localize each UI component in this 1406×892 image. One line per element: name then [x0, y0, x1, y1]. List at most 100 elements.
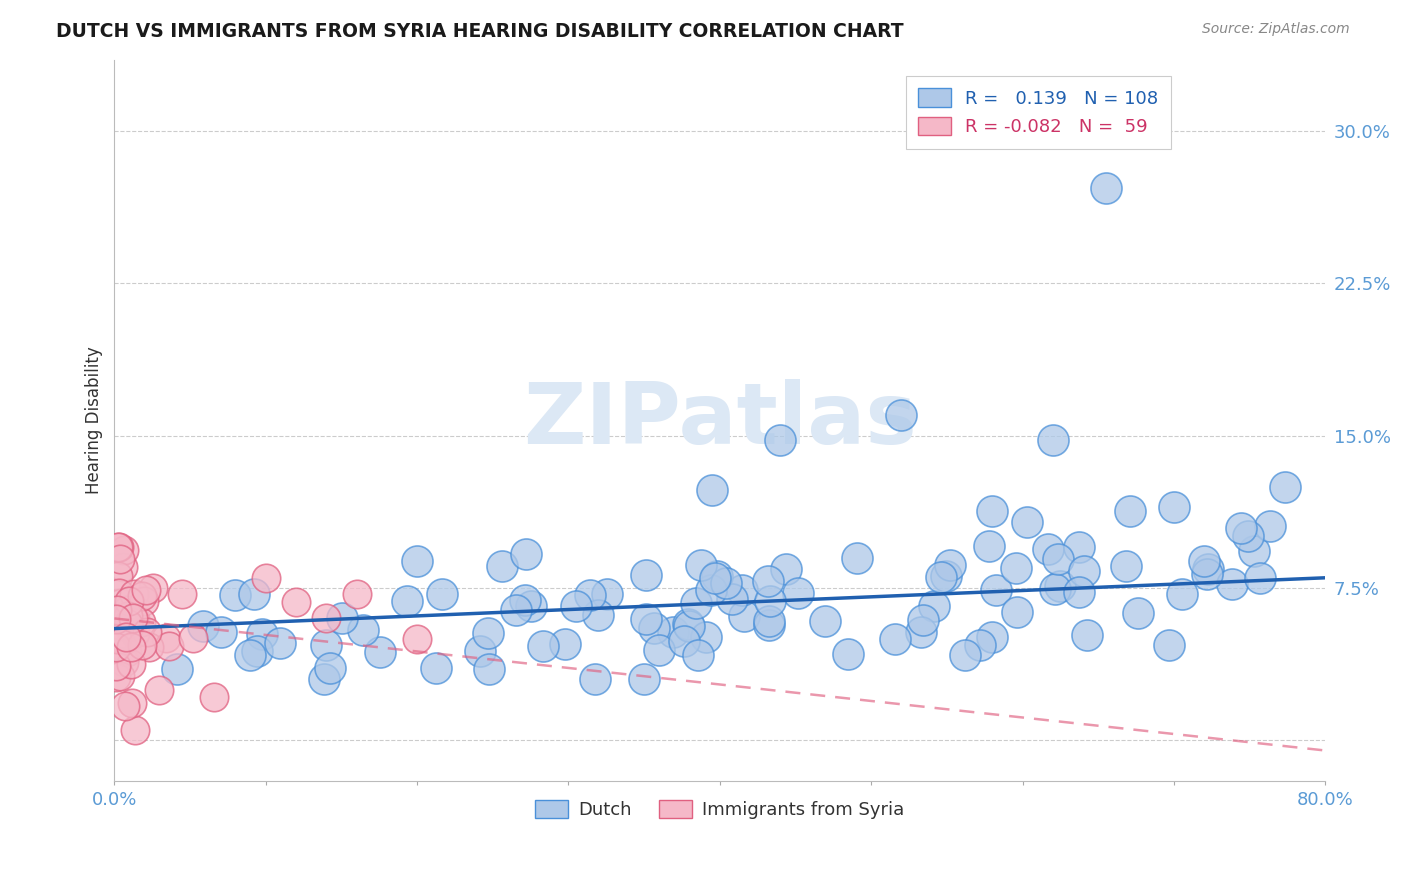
Point [769, 433, 792, 447]
Point [1243, 544, 1265, 558]
Point [678, 619, 700, 633]
Point [704, 571, 727, 585]
Point [1163, 500, 1185, 514]
Point [531, 639, 554, 653]
Point [596, 587, 619, 601]
Point [246, 644, 269, 658]
Point [884, 632, 907, 647]
Point [117, 594, 139, 608]
Point [129, 615, 152, 629]
Point [104, 609, 127, 624]
Point [733, 608, 755, 623]
Point [1049, 579, 1071, 593]
Point [209, 624, 232, 639]
Point [250, 627, 273, 641]
Point [814, 614, 837, 628]
Point [138, 640, 160, 654]
Point [633, 673, 655, 687]
Point [689, 558, 711, 573]
Point [845, 550, 868, 565]
Point [1260, 519, 1282, 533]
Point [134, 594, 156, 608]
Point [148, 682, 170, 697]
Point [166, 662, 188, 676]
Point [110, 669, 132, 683]
Point [1036, 542, 1059, 557]
Point [425, 660, 447, 674]
Point [702, 483, 724, 498]
Point [924, 599, 946, 613]
Point [142, 581, 165, 595]
Point [239, 648, 262, 662]
Point [124, 626, 146, 640]
Point [131, 589, 153, 603]
Point [112, 632, 135, 647]
Point [115, 629, 138, 643]
Point [1195, 566, 1218, 581]
Point [117, 616, 139, 631]
Point [685, 596, 707, 610]
Point [406, 632, 429, 646]
Point [1192, 554, 1215, 568]
Point [315, 638, 337, 652]
Point [368, 645, 391, 659]
Point [120, 657, 142, 671]
Point [910, 624, 932, 639]
Point [105, 632, 128, 647]
Point [929, 570, 952, 584]
Point [112, 560, 135, 574]
Point [955, 648, 977, 663]
Point [837, 647, 859, 661]
Point [911, 613, 934, 627]
Point [758, 614, 780, 628]
Point [981, 504, 1004, 518]
Point [676, 616, 699, 631]
Point [1015, 515, 1038, 529]
Point [330, 611, 353, 625]
Point [157, 639, 180, 653]
Point [224, 588, 246, 602]
Point [115, 603, 138, 617]
Point [121, 696, 143, 710]
Point [1069, 585, 1091, 599]
Point [107, 541, 129, 555]
Point [117, 609, 139, 624]
Point [115, 630, 138, 644]
Point [643, 621, 665, 635]
Point [1042, 433, 1064, 447]
Point [979, 540, 1001, 554]
Point [114, 698, 136, 713]
Point [1274, 480, 1296, 494]
Point [430, 587, 453, 601]
Point [105, 603, 128, 617]
Point [1076, 628, 1098, 642]
Point [204, 690, 226, 705]
Point [634, 567, 657, 582]
Point [1220, 576, 1243, 591]
Point [731, 582, 754, 597]
Point [131, 638, 153, 652]
Point [183, 631, 205, 645]
Point [515, 592, 537, 607]
Point [104, 640, 127, 655]
Point [111, 628, 134, 642]
Point [986, 582, 1008, 597]
Point [105, 659, 128, 673]
Point [155, 632, 177, 646]
Point [135, 582, 157, 597]
Point [115, 645, 138, 659]
Point [686, 648, 709, 662]
Point [1236, 529, 1258, 543]
Point [579, 588, 602, 602]
Point [478, 662, 501, 676]
Point [352, 624, 374, 638]
Point [969, 638, 991, 652]
Text: DUTCH VS IMMIGRANTS FROM SYRIA HEARING DISABILITY CORRELATION CHART: DUTCH VS IMMIGRANTS FROM SYRIA HEARING D… [56, 22, 904, 41]
Point [491, 559, 513, 574]
Point [775, 562, 797, 576]
Point [1005, 605, 1028, 619]
Point [564, 599, 586, 614]
Point [319, 661, 342, 675]
Point [695, 630, 717, 644]
Point [716, 576, 738, 591]
